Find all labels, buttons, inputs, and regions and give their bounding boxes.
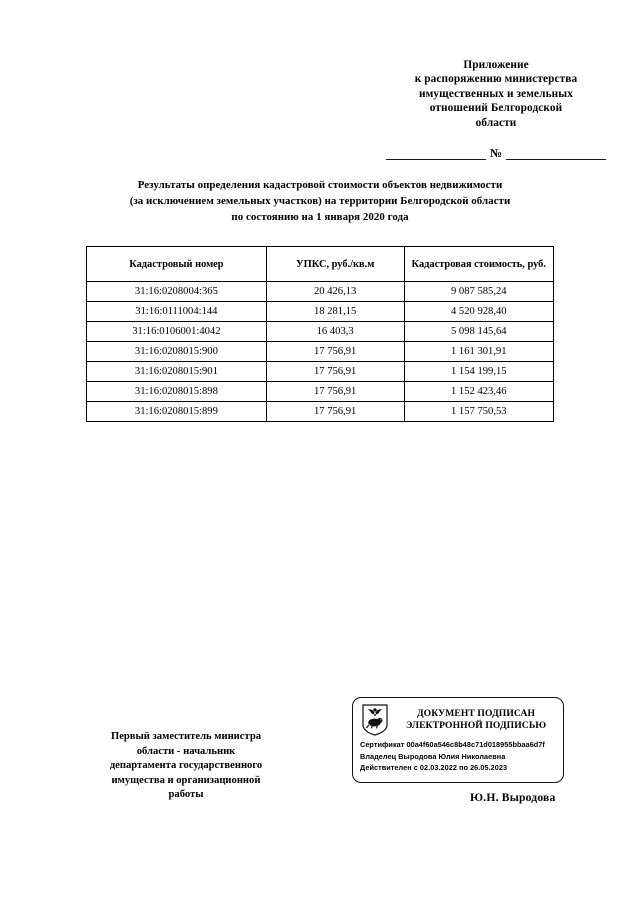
cell-cadastral-value: 9 087 585,24 [403,281,555,302]
document-number-row: № [386,142,606,160]
page-title-line-3: по состоянию на 1 января 2020 года [231,210,409,223]
cell-cadastral-value: 1 152 423,46 [403,381,555,402]
cell-cadastral-value: 5 098 145,64 [403,321,555,342]
cell-cadastral-number: 31:16:0208015:900 [86,341,267,362]
page-title: Результаты определения кадастровой стоим… [60,178,580,225]
cell-cadastral-value: 1 154 199,15 [403,361,555,382]
stamp-heading: ДОКУМЕНТ ПОДПИСАН ЭЛЕКТРОННОЙ ПОДПИСЬЮ [396,708,556,731]
column-header-cadastral-number: Кадастровый номер [86,246,267,282]
appendix-line-5: области [475,116,517,129]
table-row: 31:16:0208015:899 17 756,91 1 157 750,53 [86,401,555,422]
appendix-line-2: к распоряжению министерства [414,73,578,86]
cadastral-table: Кадастровый номер УПКС, руб./кв.м Кадаст… [86,246,555,422]
page-title-line-1: Результаты определения кадастровой стоим… [137,179,503,191]
table-header-row: Кадастровый номер УПКС, руб./кв.м Кадаст… [86,246,555,282]
number-rule-right [506,146,606,160]
number-rule-left [386,146,486,160]
cell-upks: 20 426,13 [265,281,405,302]
appendix-line-1: Приложение [463,59,529,71]
stamp-certificate: Сертификат 00a4f60a546c8b48c71d018955bba… [360,740,545,749]
cell-cadastral-number: 31:16:0208004:365 [86,281,267,302]
cell-cadastral-number: 31:16:0106001:4042 [86,321,267,342]
number-symbol: № [489,146,503,160]
signer-position-line-1: Первый заместитель министра [110,731,262,742]
cell-cadastral-number: 31:16:0208015:898 [86,381,267,402]
stamp-owner: Владелец Выродова Юлия Николаевна [360,751,506,761]
table-row: 31:16:0208004:365 20 426,13 9 087 585,24 [86,281,555,302]
cell-upks: 16 403,3 [265,321,405,342]
appendix-header-block: Приложение к распоряжению министерства и… [386,58,606,130]
stamp-heading-line-1: ДОКУМЕНТ ПОДПИСАН [416,708,536,720]
signer-position-line-2: области - начальник [136,745,236,757]
cell-upks: 17 756,91 [265,401,405,422]
cell-cadastral-number: 31:16:0208015:899 [86,401,267,422]
signer-position-line-4: имущества и организационной [111,774,261,786]
signer-position-line-3: департамента государственного [109,760,263,772]
table-row: 31:16:0208015:898 17 756,91 1 152 423,46 [86,381,555,402]
table-row: 31:16:0106001:4042 16 403,3 5 098 145,64 [86,321,555,342]
signer-name: Ю.Н. Выродова [470,791,556,804]
cell-upks: 18 281,15 [265,301,405,322]
stamp-details: Сертификат 00a4f60a546c8b48c71d018955bba… [360,737,556,774]
cell-upks: 17 756,91 [265,341,405,362]
column-header-cadastral-value: Кадастровая стоимость, руб. [403,246,555,282]
appendix-line-3: имущественных и земельных [419,87,573,100]
signer-position-block: Первый заместитель министра области - на… [74,730,298,803]
appendix-line-4: отношений Белгородской [429,102,563,115]
cell-cadastral-value: 1 157 750,53 [403,401,555,422]
signer-position-line-5: работы [168,789,204,801]
table-row: 31:16:0208015:900 17 756,91 1 161 301,91 [86,341,555,362]
stamp-heading-line-2: ЭЛЕКТРОННОЙ ПОДПИСЬЮ [405,720,547,731]
cell-cadastral-value: 1 161 301,91 [403,341,555,362]
table-row: 31:16:0111004:144 18 281,15 4 520 928,40 [86,301,555,322]
stamp-top-row: ДОКУМЕНТ ПОДПИСАН ЭЛЕКТРОННОЙ ПОДПИСЬЮ [360,703,556,737]
cell-cadastral-number: 31:16:0111004:144 [86,301,267,322]
belgorod-coat-of-arms-icon [360,704,390,736]
stamp-validity: Действителен с 02.03.2022 по 26.05.2023 [360,763,508,773]
column-header-upks: УПКС, руб./кв.м [265,246,405,282]
cell-cadastral-value: 4 520 928,40 [403,301,555,322]
table-row: 31:16:0208015:901 17 756,91 1 154 199,15 [86,361,555,382]
cadastral-table-wrapper: Кадастровый номер УПКС, руб./кв.м Кадаст… [86,246,555,422]
cell-upks: 17 756,91 [265,361,405,382]
cell-cadastral-number: 31:16:0208015:901 [86,361,267,382]
cell-upks: 17 756,91 [265,381,405,402]
electronic-signature-stamp: ДОКУМЕНТ ПОДПИСАН ЭЛЕКТРОННОЙ ПОДПИСЬЮ С… [352,697,564,783]
page-title-line-2: (за исключением земельных участков) на т… [129,194,511,207]
